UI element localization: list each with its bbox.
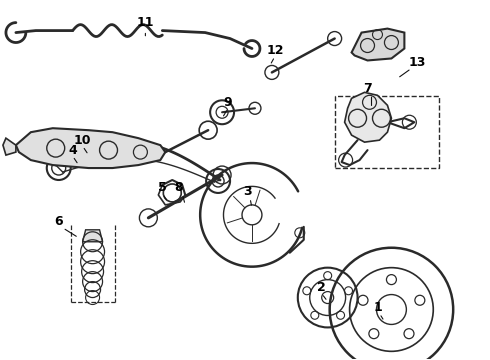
Text: 11: 11 (137, 16, 154, 29)
Text: 7: 7 (363, 82, 372, 95)
Polygon shape (352, 28, 404, 60)
Polygon shape (83, 230, 102, 242)
Polygon shape (344, 92, 392, 142)
Polygon shape (16, 128, 165, 168)
Text: 12: 12 (266, 44, 284, 57)
Text: 2: 2 (318, 281, 326, 294)
Text: 1: 1 (373, 301, 382, 314)
Text: 10: 10 (74, 134, 91, 147)
Text: 8: 8 (174, 181, 183, 194)
Bar (335, 96, 439, 168)
Text: 6: 6 (54, 215, 63, 228)
Text: 3: 3 (244, 185, 252, 198)
Text: 13: 13 (409, 56, 426, 69)
Polygon shape (3, 138, 16, 155)
Text: 5: 5 (158, 181, 167, 194)
Text: 9: 9 (224, 96, 232, 109)
Text: 4: 4 (68, 144, 77, 157)
